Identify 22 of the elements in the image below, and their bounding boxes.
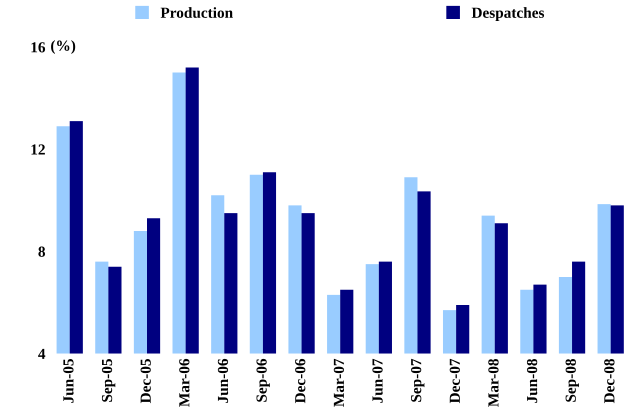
x-tick-label: Sep-05: [102, 359, 116, 402]
x-tick-label: Jun-08: [526, 358, 538, 403]
x-tick-label: Jun-05: [63, 359, 74, 403]
y-tick-label: 4: [38, 348, 46, 359]
x-tick-label: Mar-07: [334, 358, 344, 407]
x-tick-label: Sep-06: [256, 358, 270, 402]
y-tick-label: 8: [38, 246, 46, 257]
x-tick-label: Sep-07: [410, 358, 424, 402]
legend-label: Despatches: [472, 7, 544, 21]
y-axis-title: (%): [51, 40, 76, 54]
x-tick-label: Dec-06: [295, 358, 306, 404]
x-tick-label: Dec-07: [450, 358, 460, 404]
y-tick-label: 12: [31, 144, 45, 155]
x-tick-label: Jun-06: [218, 358, 228, 403]
x-tick-label: Mar-06: [179, 358, 190, 407]
y-tick-label: 16: [31, 42, 46, 52]
x-tick-label: Jun-07: [372, 358, 383, 403]
x-tick-label: Mar-08: [488, 358, 499, 407]
legend-label: Production: [160, 7, 233, 18]
x-tick-label: Sep-08: [566, 358, 579, 402]
x-tick-label: Dec-05: [140, 359, 151, 404]
x-tick-label: Dec-08: [604, 358, 615, 404]
